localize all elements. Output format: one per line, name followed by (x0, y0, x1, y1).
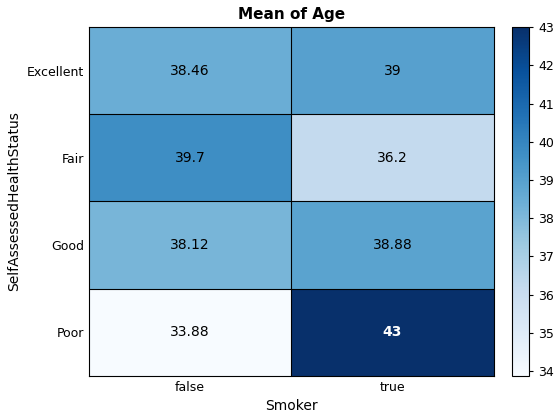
Text: 33.88: 33.88 (170, 325, 210, 339)
Y-axis label: SelfAssessedHealthStatus: SelfAssessedHealthStatus (7, 112, 21, 291)
Title: Mean of Age: Mean of Age (237, 7, 345, 22)
Text: 38.12: 38.12 (170, 238, 210, 252)
Text: 39: 39 (384, 64, 402, 78)
X-axis label: Smoker: Smoker (265, 399, 318, 413)
Text: 38.46: 38.46 (170, 64, 210, 78)
Text: 39.7: 39.7 (175, 151, 206, 165)
Text: 38.88: 38.88 (372, 238, 412, 252)
Text: 36.2: 36.2 (377, 151, 408, 165)
Text: 43: 43 (383, 325, 402, 339)
